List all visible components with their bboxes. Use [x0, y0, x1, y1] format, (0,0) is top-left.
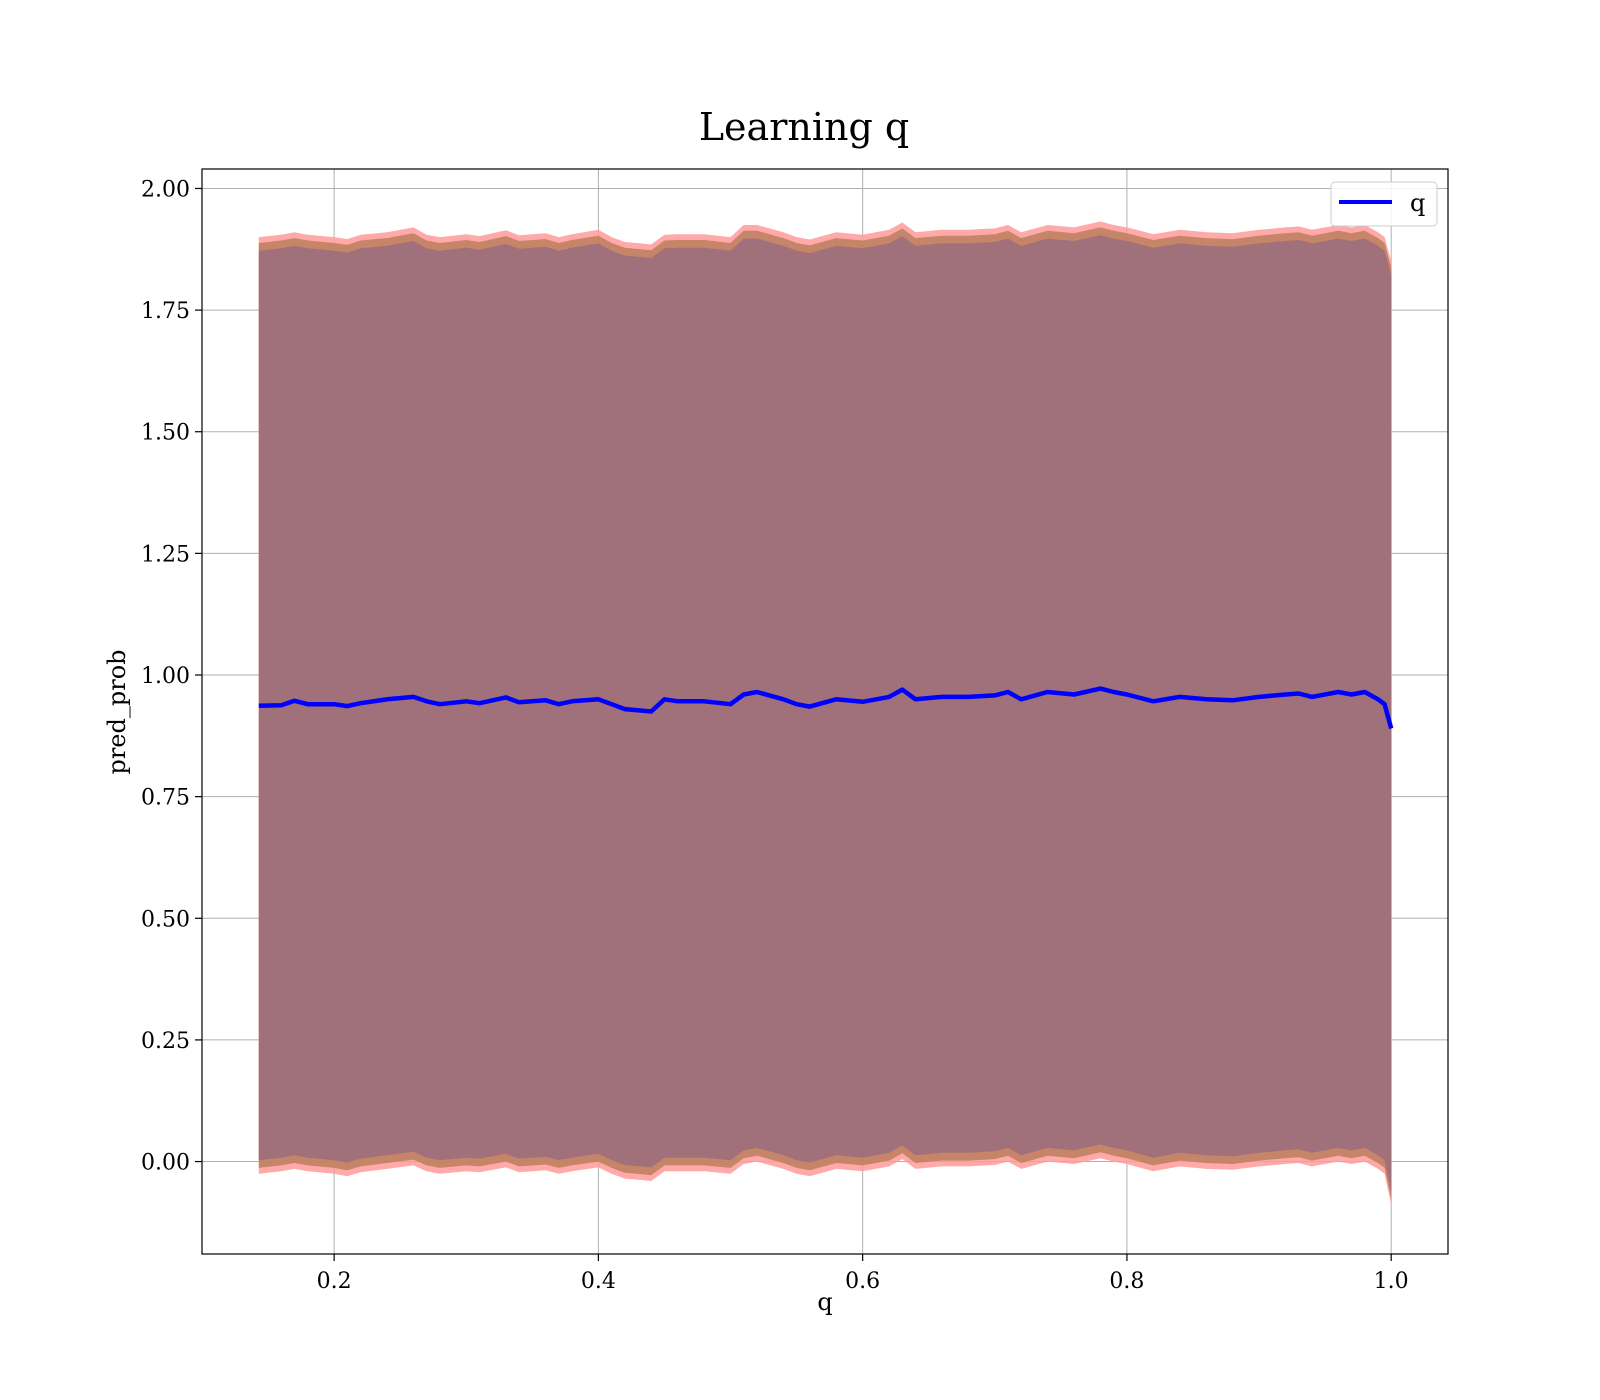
y-tick-label: 0.00 — [141, 1151, 190, 1176]
x-tick-label: 0.8 — [1109, 1269, 1144, 1294]
y-ticks: 0.00 0.25 0.50 0.75 1.00 1.25 1.50 1.75 2.00 — [141, 177, 202, 1176]
x-tick-label: 0.2 — [317, 1269, 352, 1294]
x-ticks: 0.2 0.4 0.6 0.8 1.0 — [317, 1254, 1409, 1294]
chart-title: Learning q — [699, 105, 909, 149]
y-tick-label: 1.75 — [141, 299, 190, 324]
y-tick-label: 1.25 — [141, 542, 190, 567]
legend: q — [1330, 181, 1438, 227]
y-tick-label: 0.25 — [141, 1029, 190, 1054]
series-line-q — [258, 686, 1394, 730]
plot-frame — [201, 168, 1449, 1255]
y-tick-label: 0.50 — [141, 907, 190, 932]
y-tick-label: 1.50 — [141, 421, 190, 446]
uncertainty-band — [258, 221, 1392, 1206]
x-tick-label: 0.6 — [845, 1269, 880, 1294]
band-inner — [258, 235, 1392, 1192]
series-line-group — [258, 686, 1394, 730]
y-axis-title: pred_prob — [103, 649, 131, 774]
legend-label: q — [1410, 189, 1425, 217]
y-tick-label: 1.00 — [141, 664, 190, 689]
x-axis-title: q — [817, 1288, 832, 1316]
x-tick-label: 0.4 — [581, 1269, 616, 1294]
y-tick-label: 2.00 — [141, 177, 190, 202]
x-tick-label: 1.0 — [1374, 1269, 1409, 1294]
y-tick-label: 0.75 — [141, 786, 190, 811]
